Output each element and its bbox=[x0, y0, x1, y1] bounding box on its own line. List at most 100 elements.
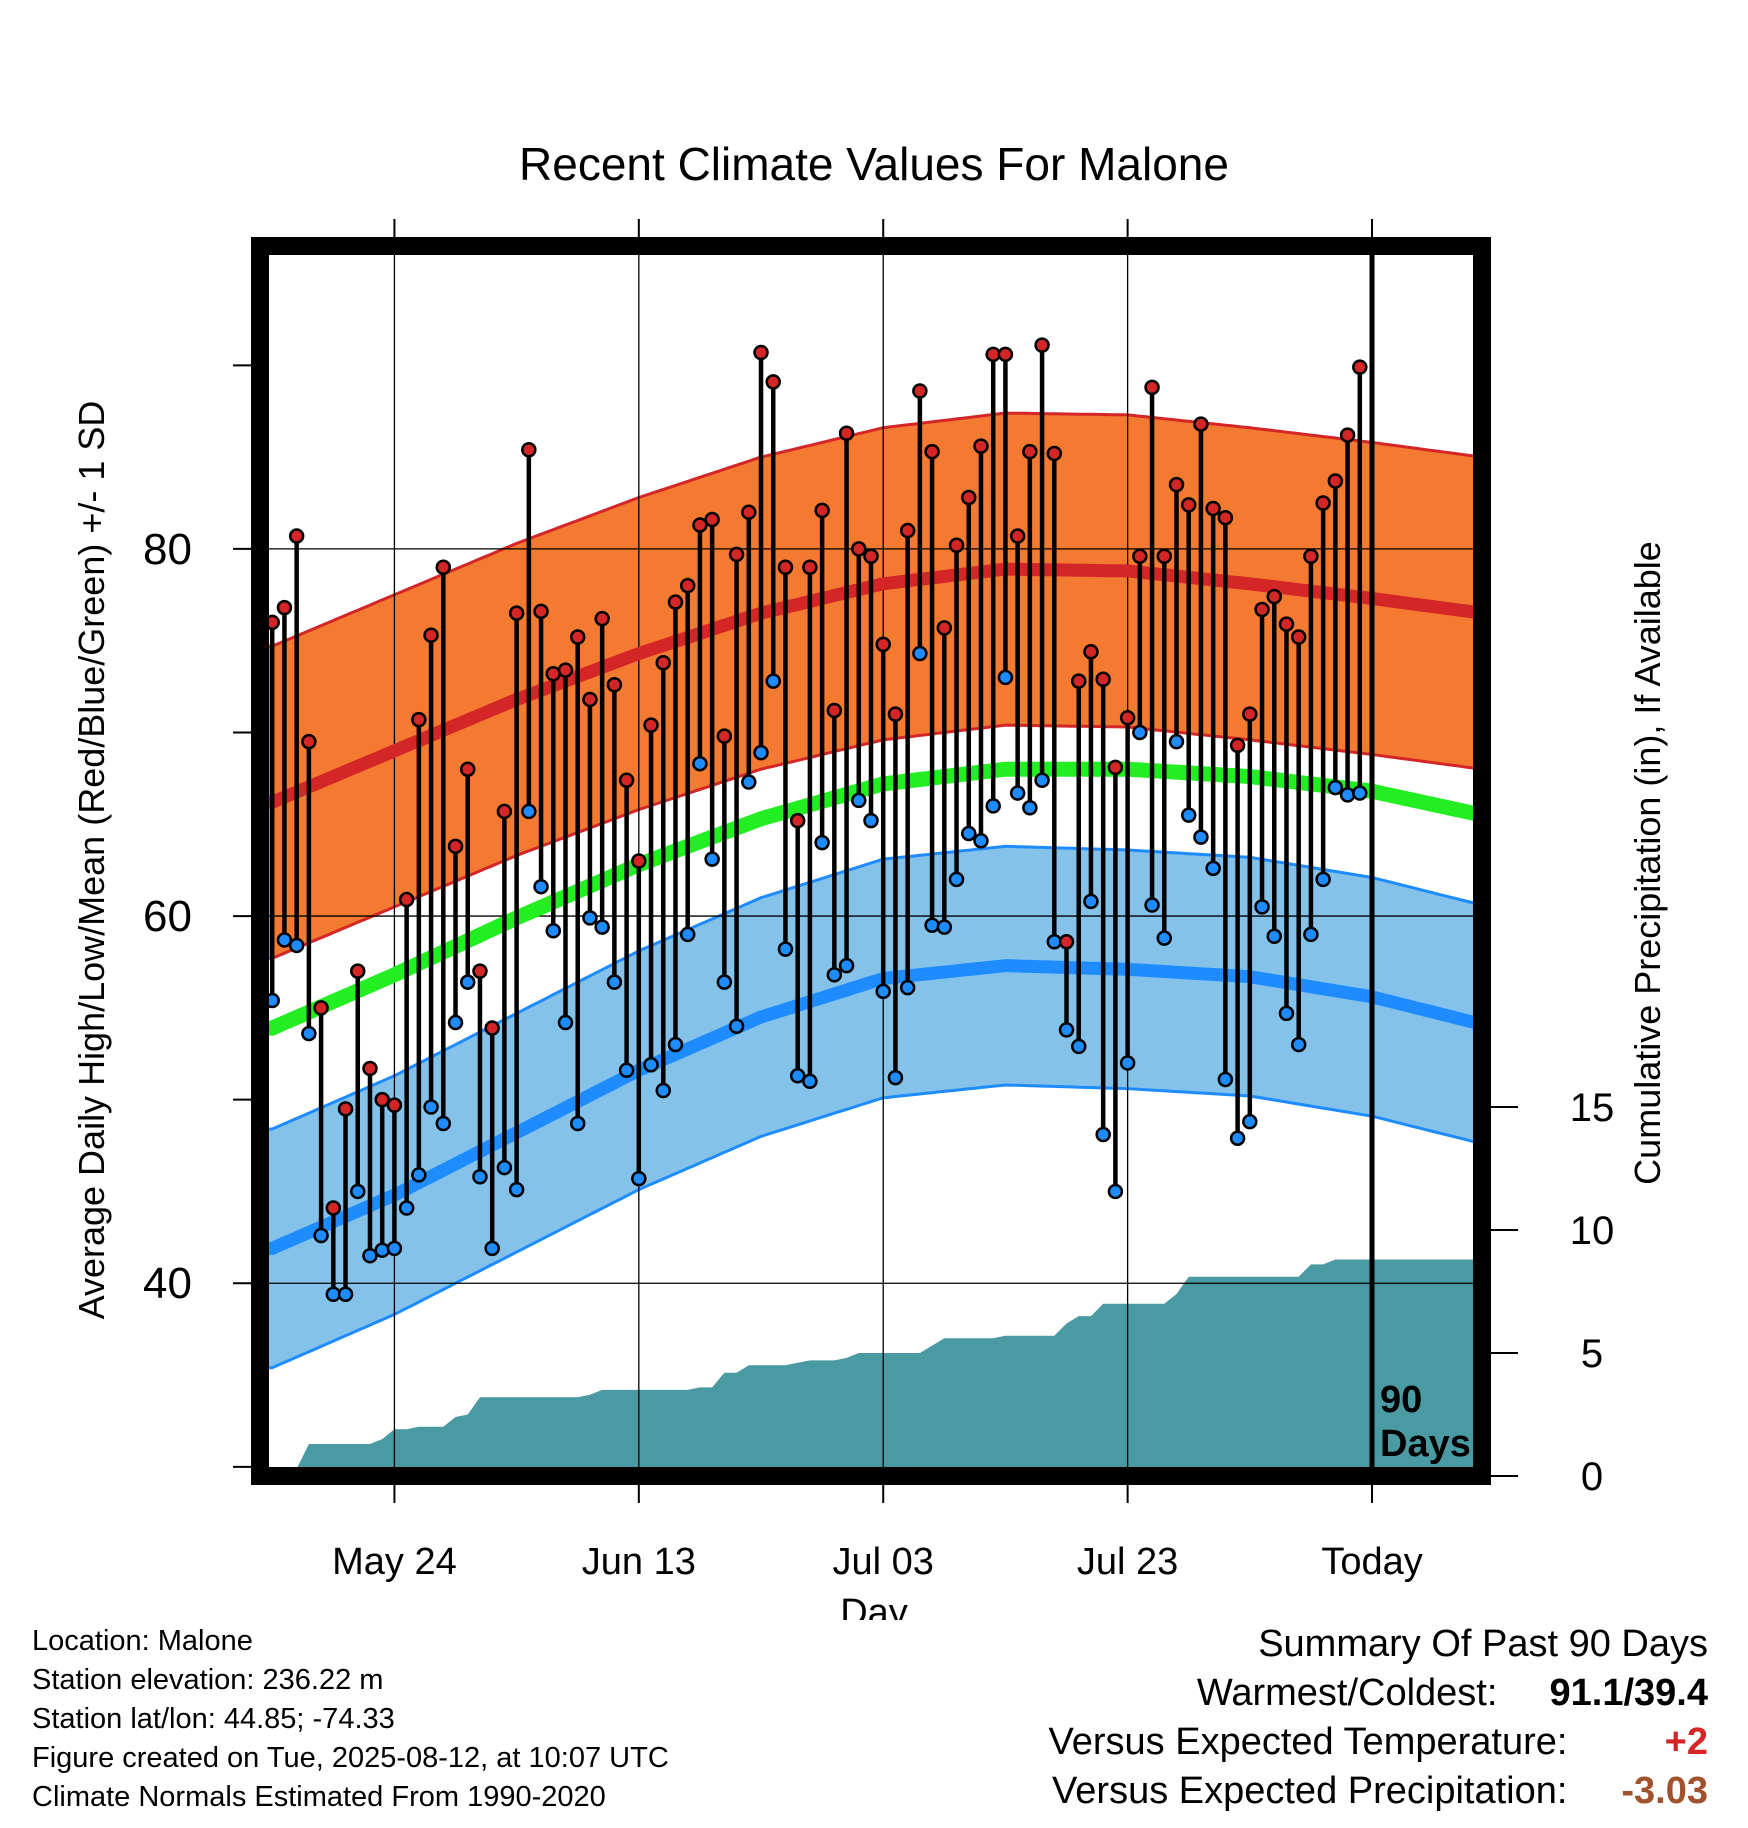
obs-high-point bbox=[1278, 616, 1295, 632]
obs-low-point bbox=[276, 932, 293, 948]
y2-tick-label: 0 bbox=[1581, 1455, 1603, 1499]
obs-high-point bbox=[484, 1020, 500, 1036]
obs-low-point bbox=[887, 1069, 904, 1086]
obs-high-point bbox=[1352, 359, 1368, 375]
obs-low-point bbox=[1278, 1005, 1295, 1022]
summary-temp: Versus Expected Temperature: +2 bbox=[1049, 1718, 1708, 1767]
obs-high-point bbox=[1242, 706, 1258, 722]
obs-high-point bbox=[1070, 673, 1087, 689]
obs-high-point bbox=[1009, 528, 1026, 544]
obs-high-point bbox=[1254, 601, 1270, 618]
obs-high-point bbox=[887, 706, 904, 722]
obs-high-point bbox=[496, 803, 513, 820]
obs-high-point bbox=[692, 517, 708, 533]
obs-low-point bbox=[545, 923, 562, 939]
obs-low-point bbox=[692, 755, 708, 772]
obs-low-point bbox=[851, 792, 867, 809]
obs-high-point bbox=[362, 1060, 378, 1077]
y-tick-label: 40 bbox=[143, 1259, 192, 1308]
obs-low-point bbox=[1266, 928, 1283, 945]
obs-high-point bbox=[899, 522, 916, 539]
obs-low-point bbox=[814, 834, 830, 851]
obs-high-point bbox=[1107, 759, 1124, 776]
temp-label: Versus Expected Temperature: bbox=[1048, 1721, 1568, 1763]
y2-axis-label: Cumulative Precipitation (in), If Availa… bbox=[1627, 541, 1668, 1185]
obs-low-point bbox=[1217, 1071, 1234, 1088]
obs-high-point bbox=[924, 443, 940, 460]
obs-high-point bbox=[679, 577, 696, 594]
obs-low-point bbox=[313, 1227, 329, 1244]
obs-low-point bbox=[1119, 1055, 1136, 1071]
obs-high-point bbox=[1083, 643, 1099, 660]
obs-high-point bbox=[851, 541, 867, 557]
obs-low-point bbox=[1229, 1130, 1246, 1146]
obs-low-point bbox=[1193, 829, 1209, 845]
obs-high-point bbox=[1168, 476, 1185, 493]
obs-low-point bbox=[374, 1242, 390, 1258]
obs-high-point bbox=[398, 891, 415, 908]
obs-low-point bbox=[423, 1099, 439, 1115]
obs-low-point bbox=[484, 1240, 500, 1257]
obs-low-point bbox=[435, 1115, 452, 1132]
obs-high-point bbox=[1339, 427, 1356, 443]
obs-low-point bbox=[1242, 1113, 1258, 1130]
obs-low-point bbox=[912, 645, 928, 662]
station-location: Location: Malone bbox=[32, 1625, 253, 1657]
obs-high-point bbox=[1022, 443, 1038, 460]
obs-low-point bbox=[1058, 1022, 1075, 1038]
obs-low-point bbox=[1070, 1038, 1087, 1055]
obs-high-point bbox=[948, 537, 965, 553]
obs-high-point bbox=[508, 605, 525, 621]
obs-low-point bbox=[765, 673, 781, 689]
obs-high-point bbox=[643, 717, 659, 733]
obs-high-point bbox=[1046, 445, 1063, 462]
obs-low-point bbox=[1132, 724, 1148, 741]
obs-low-point bbox=[521, 803, 537, 820]
obs-low-point bbox=[655, 1082, 672, 1099]
obs-high-point bbox=[374, 1091, 390, 1108]
obs-low-point bbox=[948, 871, 965, 888]
obs-high-point bbox=[472, 963, 488, 979]
obs-low-point bbox=[496, 1159, 513, 1176]
obs-low-point bbox=[618, 1062, 635, 1079]
station-info: Location: Malone Station elevation: 236.… bbox=[32, 1622, 669, 1817]
obs-high-point bbox=[325, 1200, 342, 1216]
obs-high-point bbox=[1193, 416, 1209, 432]
obs-high-point bbox=[521, 442, 537, 458]
y-tick-label: 80 bbox=[143, 525, 192, 574]
obs-high-point bbox=[716, 728, 733, 744]
obs-low-point bbox=[679, 926, 696, 943]
obs-low-point bbox=[1034, 772, 1050, 788]
precip-area bbox=[272, 1259, 1482, 1476]
x-tick-label: May 24 bbox=[332, 1541, 457, 1583]
obs-low-point bbox=[1009, 785, 1026, 801]
obs-low-point bbox=[924, 917, 940, 934]
obs-low-point bbox=[606, 974, 623, 990]
low-band-lower-edge bbox=[260, 1083, 1482, 1370]
obs-low-point bbox=[557, 1014, 574, 1031]
obs-high-point bbox=[459, 761, 476, 777]
obs-low-point bbox=[1315, 871, 1331, 888]
obs-high-point bbox=[1303, 548, 1319, 565]
x-tick-label: Jul 23 bbox=[1077, 1541, 1178, 1583]
obs-high-point bbox=[704, 511, 720, 528]
obs-low-point bbox=[1180, 807, 1197, 823]
temp-value: +2 bbox=[1664, 1721, 1708, 1763]
obs-low-point bbox=[875, 983, 891, 1000]
obs-high-point bbox=[667, 594, 684, 610]
station-latlon: Station lat/lon: 44.85; -74.33 bbox=[32, 1703, 395, 1735]
obs-high-point bbox=[1144, 379, 1160, 396]
y2-tick-label: 10 bbox=[1570, 1209, 1615, 1253]
obs-low-point bbox=[1107, 1183, 1124, 1200]
days-label-word: Days bbox=[1380, 1423, 1471, 1465]
obs-low-point bbox=[777, 941, 794, 957]
obs-high-point bbox=[1058, 934, 1075, 950]
obs-high-point bbox=[582, 691, 598, 708]
high-band-upper-edge bbox=[260, 411, 1482, 648]
obs-high-point bbox=[1095, 671, 1111, 688]
obs-high-point bbox=[1217, 509, 1234, 526]
obs-high-point bbox=[313, 1000, 329, 1016]
obs-low-point bbox=[1083, 893, 1099, 910]
obs-high-point bbox=[961, 489, 977, 506]
obs-high-point bbox=[1266, 588, 1283, 605]
